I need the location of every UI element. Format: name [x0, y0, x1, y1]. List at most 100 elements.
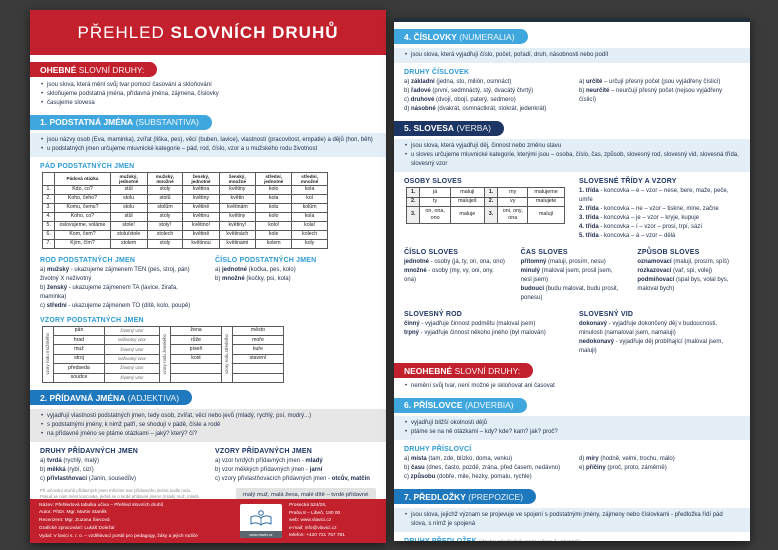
list-item: životný X neživotný: [40, 275, 92, 282]
table-header-cell: ženský, množné: [218, 172, 257, 186]
table-row: 4. Koho, co? stůl stoly květinu květiny kolo ko…: [41, 211, 328, 222]
heading-tridy: SLOVESNÉ TŘÍDY A VZORY: [579, 178, 677, 185]
pill-section-5: 5. SLOVESA (VERBA): [394, 120, 504, 136]
pill-ohebne-rest: SLOVNÍ DRUHY:: [78, 64, 145, 75]
slovesny-rod-list: činný - vyjadřuje činnost podmětu (malov…: [404, 320, 565, 338]
cislo-block: ČÍSLO PODSTATNÝCH JMEN a) jednotné (kočk…: [215, 251, 376, 284]
table-cell: květino!: [182, 220, 220, 231]
zpusob-sloves-block: ZPŮSOB SLOVES oznamovací (maluji, prosím…: [637, 243, 740, 294]
table-row: 6. Kom, čem? stolu/stole stolech květině květ…: [41, 229, 328, 240]
rod-block: ROD PODSTATNÝCH JMEN a) mužský - ukazuje…: [40, 251, 201, 311]
vzory-row: soudce životný vzor: [43, 372, 284, 384]
table-cell: 3.: [405, 206, 421, 225]
bullet-line: vyjadřují vlastnosti podstatných jmen, t…: [40, 412, 376, 421]
address-line: telefon: +420 721 757 781: [289, 533, 345, 539]
publisher-logo: www.vlavici.cz: [240, 504, 282, 538]
table-cell: kola: [291, 211, 328, 222]
vzory-empty-cell: [170, 363, 222, 374]
table-cell: květinu: [182, 211, 220, 222]
bullet-line: jsou slova, která mění svůj tvar pomocí …: [40, 81, 376, 90]
list-item: 2. třída - koncovka – ne – vzor – tiskne…: [579, 206, 719, 212]
vzory-cell: moře: [232, 335, 284, 346]
table-header-cell: mužský, jednotné: [109, 172, 148, 186]
table-cell: já: [419, 187, 451, 198]
table-cell: stoly: [146, 238, 184, 249]
table-cell: 1.: [483, 187, 499, 198]
logo-url-text: www.vlavici.cz: [240, 531, 282, 538]
table-cell: květinách: [218, 229, 257, 240]
credit-line: Autor: PhDr. Mgr. Martin Staněk: [39, 510, 107, 516]
table-cell: my: [497, 187, 529, 198]
table-cell: 4.: [41, 211, 56, 222]
list-item: nedokonavý - vyjadřuje děj probíhající (…: [579, 339, 724, 354]
address-line: e-mail: info@vlavici.cz: [289, 525, 337, 531]
table-cell: stolem: [109, 238, 148, 249]
table-cell: Kdo, co?: [54, 184, 111, 195]
slovesny-vid-block: SLOVESNÝ VID dokonavý - vyjadřuje dokonč…: [579, 305, 740, 356]
table-cell: maluji: [449, 187, 485, 198]
list-item: dokonavý - vyjadřuje dokončený děj v bud…: [579, 321, 718, 336]
table-header-cell: [41, 172, 56, 186]
neohebne-bullets: nemění svůj tvar, není možné je skloňova…: [404, 382, 740, 391]
list-item: a) jednotné (kočka, pes, kolo): [215, 266, 296, 273]
table-cell: stolu: [109, 193, 148, 204]
cas-sloves-block: ČAS SLOVES přítomný (maluji, prosím, nes…: [521, 243, 624, 303]
list-item: d) míry (hodně, velmi, trochu, málo): [579, 456, 675, 462]
heading-vzory-pridavnych: VZORY PŘÍDAVNÝCH JMEN: [215, 447, 313, 455]
table-cell: kolům: [291, 202, 328, 213]
table-cell: stolům: [146, 202, 184, 213]
table-cell: kolo!: [255, 220, 293, 231]
table-cell: kola: [291, 184, 328, 195]
credit-line: Recenzent: Mgr. Zuzana Šiecová: [39, 518, 110, 524]
list-item: e) příčiny (proč, proto, záměrně): [579, 465, 667, 471]
osoby-table: 1. já maluji 1. my malujeme 2. ty maluješ 2. vy mal…: [404, 187, 565, 225]
table-cell: kol: [291, 193, 328, 204]
list-item: minulý (maloval jsem, prosil jsem, nesl …: [520, 268, 613, 283]
heading-rod: ROD PODSTATNÝCH JMEN: [40, 256, 136, 264]
vzory-label-zensky: vzory rodu ženského: [159, 325, 171, 384]
pill-7-paren: (PREPOZICE): [468, 491, 524, 502]
vzory-cell: stroj: [53, 353, 105, 365]
pill-section-6: 6. PŘÍSLOVCE (ADVERBIA): [394, 397, 527, 413]
vzory-cell: píseň: [170, 344, 222, 355]
list-item: a) mužský - ukazujeme zájmenem TEN (pes,…: [40, 266, 190, 273]
title-bold: SLOVNÍCH DRUHŮ: [170, 22, 339, 42]
heading-pad: PÁD PODSTATNÝCH JMEN: [40, 163, 135, 170]
pill-neohebne: NEOHEBNÉ SLOVNÍ DRUHY:: [394, 363, 534, 379]
vzory-note: životný vzor: [104, 363, 160, 374]
right-page: 4. ČÍSLOVKY (NUMERALIA) jsou slova, kter…: [394, 18, 750, 541]
vzory-note: životný vzor: [104, 325, 160, 337]
table-cell: 3.: [483, 206, 499, 225]
vzory-cell: kuře: [232, 344, 284, 355]
table-row: 1. Kdo, co? stůl stoly květina květiny kolo kol…: [41, 184, 328, 195]
table-cell: květině: [182, 229, 220, 240]
vzory-cell: hrad: [53, 335, 105, 346]
zpusob-sloves-list: oznamovací (maluji, prosím, spíš) rozkazo…: [637, 258, 740, 294]
table-cell: květině: [182, 202, 220, 213]
vzory-table: vzory rodu mužského pán životný vzor vzo…: [42, 325, 284, 384]
table-cell: 6.: [41, 229, 56, 240]
rotated-label: vzory rodu mužského: [44, 333, 50, 376]
bullet-line: jsou slova, která vyjadřují číslo, počet…: [404, 51, 740, 60]
table-cell: stolů: [146, 193, 184, 204]
tridy-list: 1. třída - koncovka – e – vzor – nese, b…: [579, 187, 740, 241]
heading-vzory: VZORY PODSTATNÝCH JMEN: [40, 316, 144, 324]
slovesa-row-2: ČÍSLO SLOVES jednotné - osoby (já, ty, o…: [404, 243, 740, 303]
table-cell: květina: [182, 184, 220, 195]
pill-neohebne-rest: SLOVNÍ DRUHY:: [454, 365, 521, 376]
cas-sloves-list: přítomný (maluji, prosím, nesu) minulý (m…: [521, 258, 624, 303]
table-row: 7. Kým, čím? stolem stoly květinou květinami k…: [41, 238, 328, 249]
table-cell: oslovujeme, voláme: [54, 220, 111, 231]
table-cell: květinami: [218, 238, 257, 249]
list-item: činný - vyjadřuje činnost podmětu (malov…: [404, 321, 536, 327]
vzory-cell: pán: [53, 325, 105, 337]
section-7-intro: jsou slova, jejichž význam se projevuje …: [394, 507, 750, 532]
poster-header: PŘEHLED SLOVNÍCH DRUHŮ: [30, 10, 386, 55]
pill-2-title: 2. PŘÍDAVNÁ JMÉNA: [40, 392, 126, 403]
footer-credits: Název: Přehledová tabulka učiva – Přehle…: [39, 502, 233, 540]
list-item: rozkazovací (vař, spi, volej): [637, 268, 713, 274]
table-cell: Kým, čím?: [54, 238, 111, 249]
list-item: a) určité – určují přesný počet (jsou vy…: [579, 78, 721, 85]
list-item: c) vzory přivlastňovacích přídavných jme…: [215, 475, 370, 482]
table-cell: koly: [291, 238, 328, 249]
